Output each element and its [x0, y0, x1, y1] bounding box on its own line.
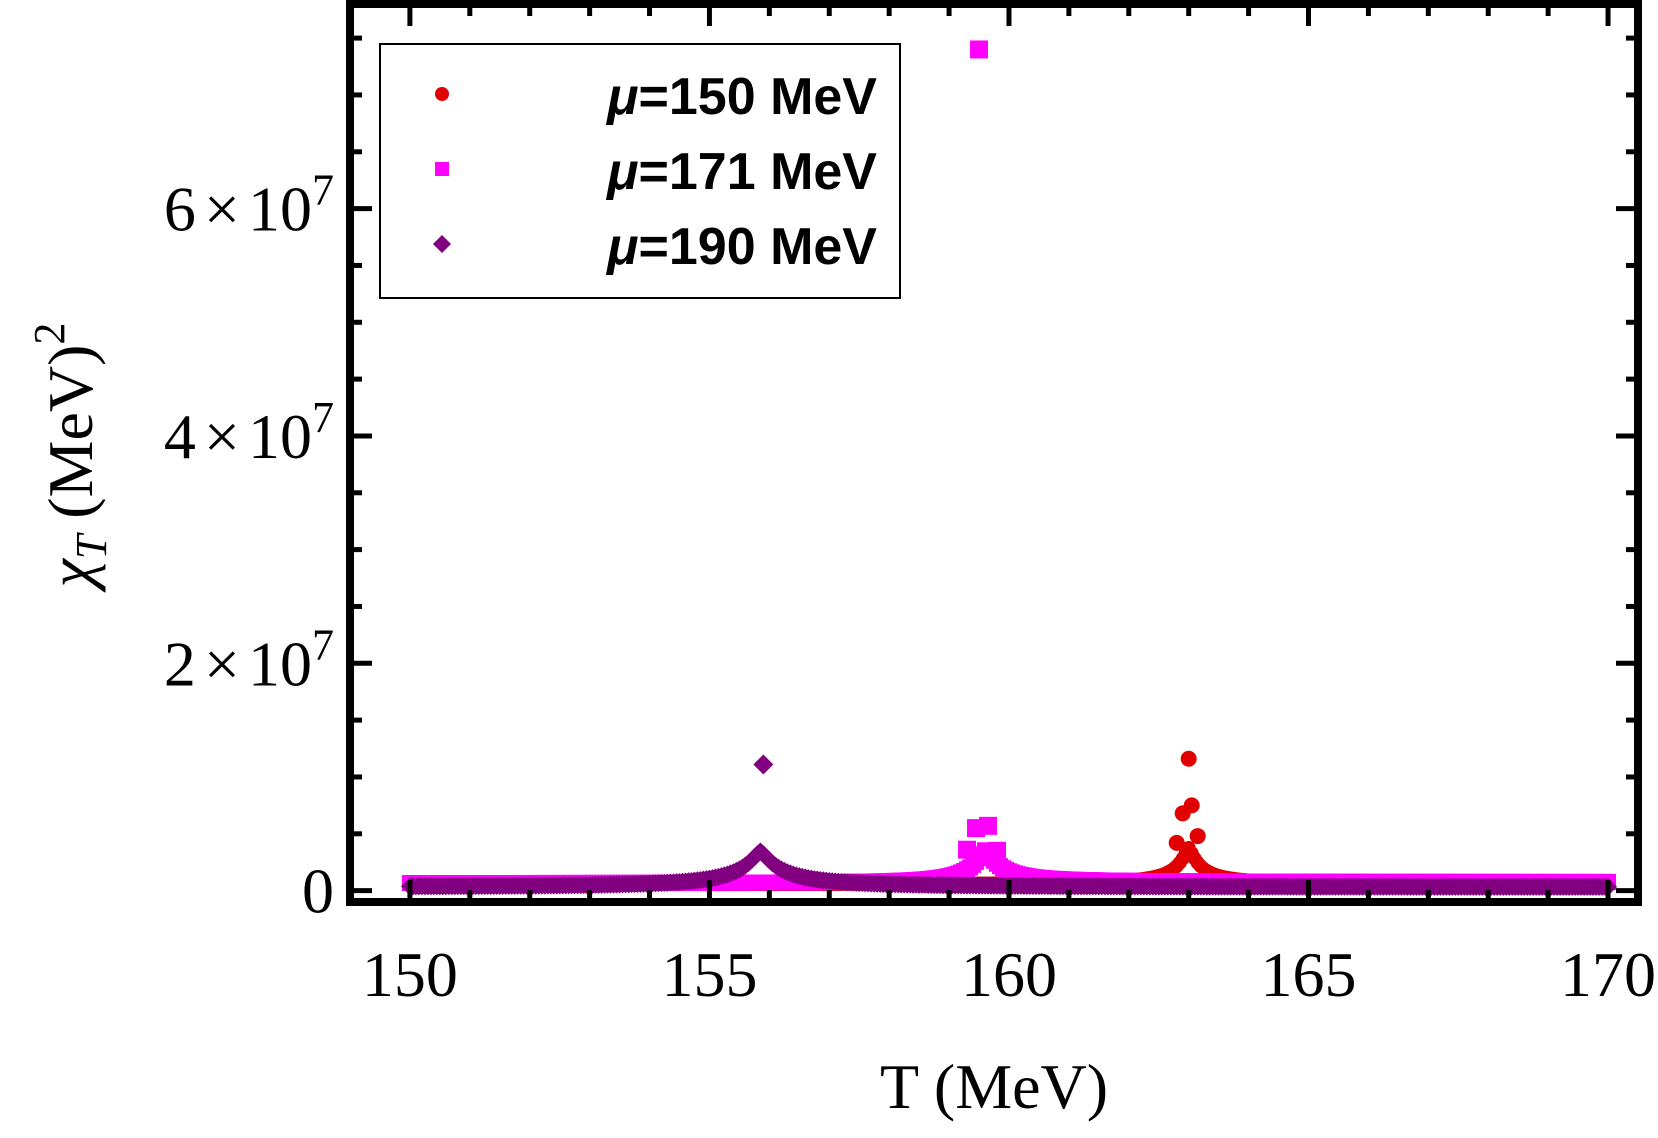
- y-tick-label: 4 × 107: [164, 393, 334, 472]
- data-point-peak: [1180, 750, 1197, 767]
- legend-label-text: =171 MeV: [639, 143, 878, 201]
- data-point-peak: [1174, 805, 1191, 822]
- x-tick-label: 170: [1560, 939, 1656, 1010]
- legend-marker-circle: [435, 87, 449, 101]
- legend-label: μ=150 MeV: [605, 68, 877, 126]
- y-axis-exponent: 2: [25, 323, 74, 345]
- y-tick-base: 10: [248, 401, 312, 472]
- data-point-peak: [958, 840, 977, 859]
- legend-label: μ=171 MeV: [605, 143, 877, 201]
- legend-label-text: =150 MeV: [639, 68, 878, 126]
- data-point-peak: [970, 40, 989, 59]
- x-tick-label: 155: [661, 939, 757, 1010]
- legend-mu-symbol: μ: [605, 143, 638, 201]
- y-tick-label: 6 × 107: [164, 166, 334, 245]
- data-point-peak: [1168, 834, 1185, 851]
- y-tick-times: ×: [204, 401, 240, 472]
- y-tick-exponent: 7: [312, 166, 334, 215]
- y-axis-units: (MeV): [35, 345, 106, 535]
- legend-label: μ=190 MeV: [605, 218, 877, 276]
- data-point-peak: [979, 816, 998, 835]
- y-tick-exponent: 7: [312, 393, 334, 442]
- y-tick-base: 10: [248, 628, 312, 699]
- x-tick-labels: 150 155 160 165 170: [362, 939, 1656, 1010]
- plot-frame: [346, 0, 1642, 906]
- legend-marker-diamond: [433, 235, 451, 253]
- data-point-peak: [1189, 828, 1206, 845]
- y-tick-label: 0: [302, 856, 334, 927]
- y-tick-times: ×: [204, 628, 240, 699]
- y-tick-exponent: 7: [312, 620, 334, 669]
- y-tick-base: 10: [248, 174, 312, 245]
- legend-label-text: =190 MeV: [639, 218, 878, 276]
- x-axis-label: T (MeV): [880, 1051, 1108, 1122]
- y-tick-times: ×: [204, 174, 240, 245]
- x-tick-label: 165: [1261, 939, 1357, 1010]
- data-points-layer: [400, 40, 1618, 896]
- legend-mu-symbol: μ: [605, 68, 638, 126]
- x-tick-label: 150: [362, 939, 458, 1010]
- series-diamond: [400, 754, 1618, 896]
- data-point-peak: [987, 841, 1006, 860]
- y-tick-label: 2 × 107: [164, 620, 334, 699]
- x-tick-label: 160: [961, 939, 1057, 1010]
- legend-marker-square: [435, 162, 449, 176]
- y-axis-label: χT (MeV)2: [25, 323, 116, 594]
- legend-box: [379, 43, 901, 299]
- y-axis-subscript: T: [67, 531, 116, 559]
- y-tick-mantissa: 6: [164, 174, 196, 245]
- y-tick-mantissa: 4: [164, 401, 196, 472]
- data-point-peak: [753, 754, 774, 775]
- legend-mu-symbol: μ: [605, 218, 638, 276]
- y-axis-symbol: χ: [35, 557, 106, 593]
- y-tick-mantissa: 2: [164, 628, 196, 699]
